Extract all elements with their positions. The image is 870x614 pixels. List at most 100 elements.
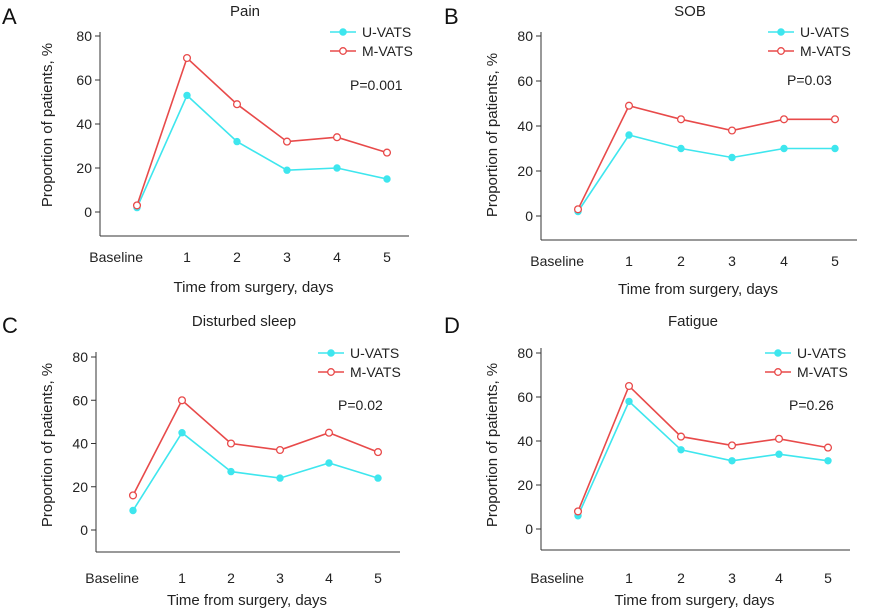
data-point-m-vats	[128, 491, 138, 500]
legend-label: U-VATS	[800, 24, 849, 40]
legend-label: M-VATS	[797, 364, 848, 380]
x-tick-label: 1	[183, 249, 191, 265]
data-point-m-vats	[573, 507, 583, 516]
x-axis-title: Time from surgery, days	[618, 281, 778, 298]
data-point-m-vats	[676, 115, 686, 124]
x-tick-label: Baseline	[530, 253, 584, 269]
data-point-u-vats	[728, 457, 736, 465]
data-point-m-vats	[182, 53, 192, 63]
data-point-m-vats	[132, 201, 142, 210]
series-line-m-vats	[577, 104, 835, 210]
data-point-u-vats	[625, 397, 633, 406]
x-tick-label: 4	[780, 253, 788, 269]
y-tick-label: 0	[525, 521, 533, 537]
legend-marker	[774, 349, 782, 357]
legend-marker	[339, 47, 347, 55]
y-tick-label: 20	[72, 479, 88, 495]
x-tick-label: 2	[227, 570, 235, 586]
x-tick-label: Baseline	[85, 570, 139, 586]
data-point-u-vats	[333, 164, 341, 172]
x-tick-label: 5	[831, 253, 839, 269]
x-tick-label: 5	[383, 249, 391, 265]
x-tick-label: 2	[233, 249, 241, 265]
x-tick-label: 5	[824, 570, 832, 586]
legend-label: U-VATS	[797, 345, 846, 361]
data-point-m-vats	[282, 137, 292, 146]
x-tick-label: 3	[276, 570, 284, 586]
x-axis-title: Time from surgery, days	[614, 592, 774, 609]
chart-title: Fatigue	[668, 313, 718, 330]
data-point-m-vats	[324, 428, 334, 437]
data-point-u-vats	[129, 506, 137, 515]
p-value-annotation: P=0.03	[787, 72, 832, 88]
chart-title: Pain	[230, 3, 260, 20]
data-point-m-vats	[226, 439, 236, 448]
data-point-m-vats	[830, 115, 840, 124]
series-line-u-vats	[577, 134, 835, 212]
x-tick-label: 2	[677, 253, 685, 269]
data-point-u-vats	[824, 457, 832, 465]
p-value-annotation: P=0.001	[350, 77, 403, 93]
x-tick-label: 3	[728, 570, 736, 586]
x-tick-label: 4	[333, 249, 341, 265]
legend-marker	[774, 368, 782, 376]
y-tick-label: 60	[517, 389, 533, 405]
data-point-m-vats	[676, 432, 686, 441]
y-axis-title: Proportion of patients, %	[39, 43, 56, 207]
data-point-m-vats	[382, 148, 392, 157]
legend-marker	[777, 47, 785, 55]
data-point-u-vats	[325, 459, 333, 467]
data-point-u-vats	[625, 131, 633, 139]
x-tick-label: 4	[325, 570, 333, 586]
data-point-u-vats	[183, 91, 191, 100]
series-line-m-vats	[136, 56, 388, 206]
y-tick-label: 0	[525, 208, 533, 224]
legend-label: U-VATS	[350, 345, 399, 361]
data-point-u-vats	[374, 474, 382, 482]
panel-letter: A	[2, 4, 17, 29]
y-tick-label: 20	[517, 163, 533, 179]
data-point-m-vats	[727, 126, 737, 135]
series-line-m-vats	[577, 384, 829, 512]
data-point-u-vats	[233, 137, 241, 146]
x-tick-label: 3	[283, 249, 291, 265]
x-tick-label: 1	[625, 570, 633, 586]
y-tick-label: 60	[76, 72, 92, 88]
y-tick-label: 80	[517, 345, 533, 361]
legend-label: M-VATS	[350, 364, 401, 380]
chart-panel-c: C Disturbed sleep 0 20 40 60 80 Baseline 1 2 3 4 5 Ti…	[2, 313, 401, 609]
y-tick-label: 20	[517, 477, 533, 493]
chart-panel-b: B SOB 0 20 40 60 80 Baseline 1 2 3 4 5 Time from surg…	[444, 3, 857, 298]
data-point-m-vats	[332, 133, 342, 142]
series-line-u-vats	[136, 94, 388, 208]
data-point-m-vats	[624, 381, 634, 391]
panel-letter: C	[2, 313, 18, 338]
legend-marker	[777, 28, 785, 36]
data-point-m-vats	[232, 100, 242, 109]
legend-marker	[327, 368, 335, 376]
data-point-m-vats	[774, 434, 784, 443]
x-tick-label: 4	[775, 570, 783, 586]
legend-label: U-VATS	[362, 24, 411, 40]
y-axis-title: Proportion of patients, %	[484, 363, 501, 527]
x-tick-label: Baseline	[530, 570, 584, 586]
data-point-u-vats	[728, 153, 736, 162]
x-tick-label: 1	[178, 570, 186, 586]
panel-letter: B	[444, 4, 459, 29]
y-tick-label: 60	[517, 73, 533, 89]
x-tick-label: 1	[625, 253, 633, 269]
data-point-m-vats	[373, 448, 383, 457]
x-tick-label: Baseline	[89, 249, 143, 265]
data-point-u-vats	[677, 446, 685, 454]
y-tick-label: 0	[84, 204, 92, 220]
chart-panel-a: A Pain 0 20 40 60 80 Baseline 1 2 3 4 5 Time from sur…	[2, 3, 413, 296]
data-point-m-vats	[727, 441, 737, 450]
legend-marker	[327, 349, 335, 357]
chart-title: SOB	[674, 3, 706, 20]
data-point-m-vats	[573, 205, 583, 214]
y-tick-label: 40	[517, 118, 533, 134]
series-line-u-vats	[577, 400, 829, 517]
data-point-u-vats	[383, 175, 391, 183]
y-tick-label: 0	[80, 522, 88, 538]
